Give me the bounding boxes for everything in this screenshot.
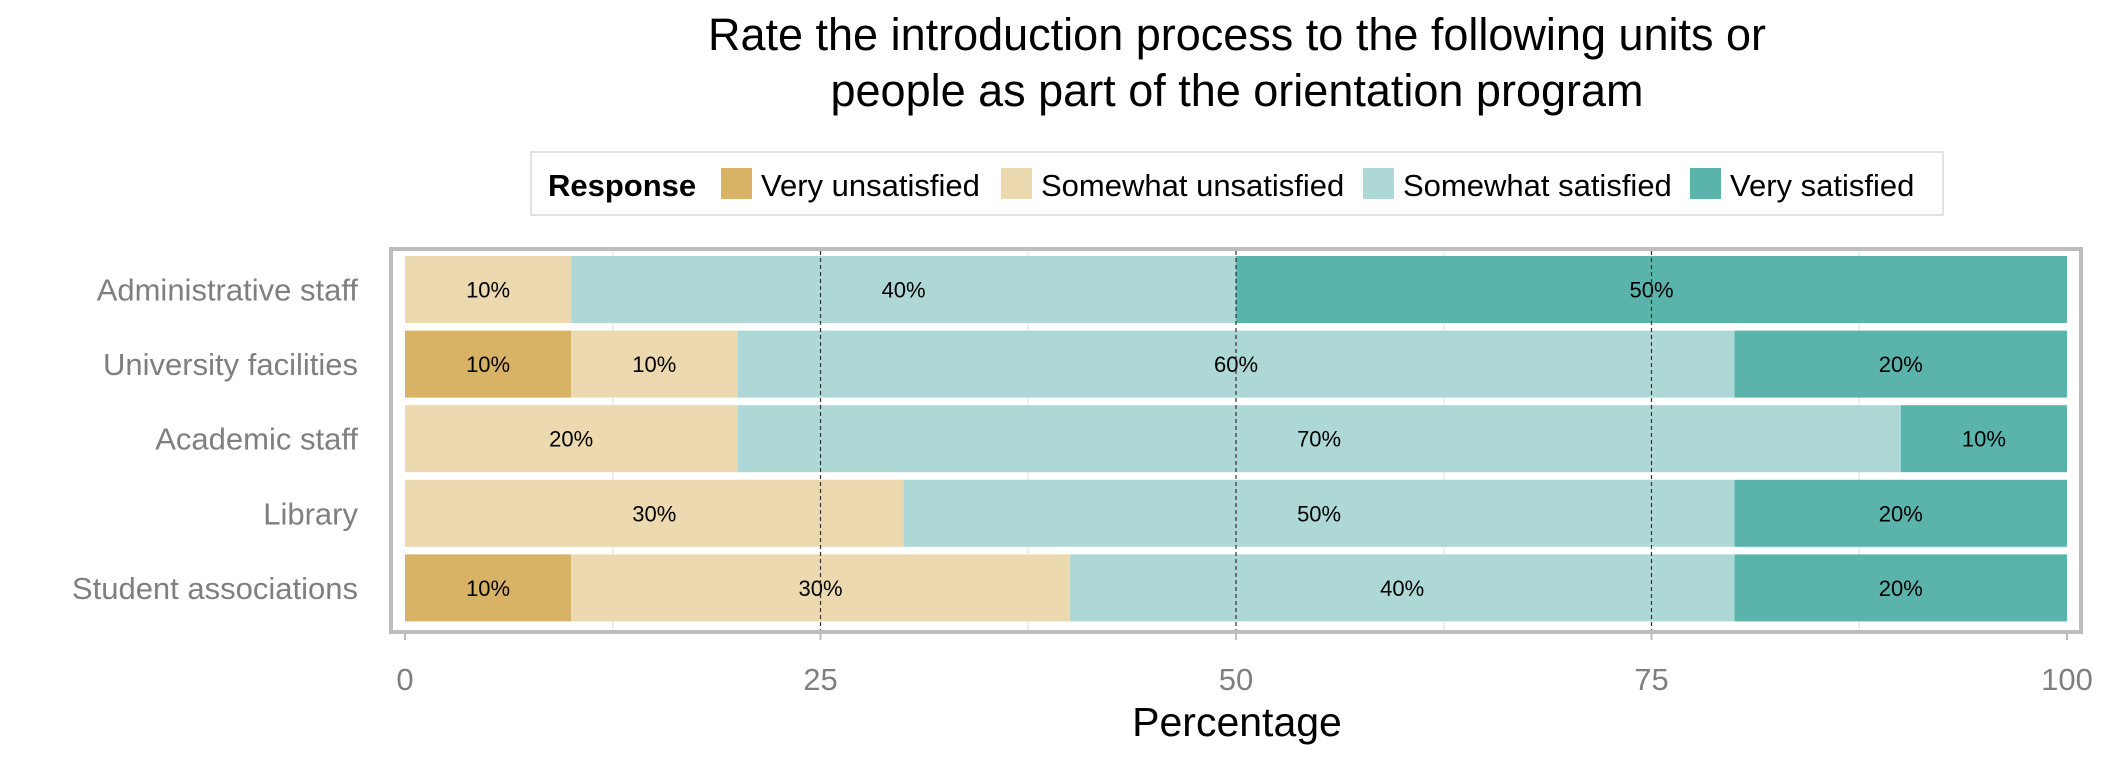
x-tick-label: 75 <box>1634 662 1668 697</box>
bar-segment <box>1734 479 2067 547</box>
bar-value-label: 30% <box>632 501 676 526</box>
bar-segment <box>405 405 738 473</box>
bar-value-label: 20% <box>1879 352 1923 377</box>
bar-value-label: 70% <box>1297 427 1341 452</box>
bar-value-label: 50% <box>1297 501 1341 526</box>
bar-value-label: 10% <box>466 576 510 601</box>
legend-swatch <box>1001 168 1032 199</box>
bar-segment <box>1069 554 1735 622</box>
bar-value-label: 10% <box>466 278 510 303</box>
legend-swatch <box>1690 168 1721 199</box>
bar-value-label: 40% <box>1380 576 1424 601</box>
x-tick-label: 50 <box>1219 662 1253 697</box>
legend-title: Response <box>548 168 696 203</box>
legend-swatch <box>721 168 752 199</box>
bar-segment <box>405 554 572 622</box>
legend-label: Very unsatisfied <box>761 168 980 203</box>
data-labels: 10% 40% 50%10% 10% 60% 20%20% 70% 10%30% 50% 20%1… <box>466 278 2006 601</box>
x-tick-label: 100 <box>2041 662 2093 697</box>
bar-value-label: 20% <box>549 427 593 452</box>
bar-segment <box>1734 554 2067 622</box>
bar-segment <box>571 256 1236 323</box>
legend-label: Somewhat satisfied <box>1403 168 1672 203</box>
bar-segment <box>405 330 572 398</box>
x-axis-title: Percentage <box>1132 699 1342 745</box>
bar-value-label: 40% <box>882 278 926 303</box>
legend: Response Very unsatisfied Somewhat unsatis… <box>530 151 1944 216</box>
bar-segment <box>1734 330 2067 398</box>
category-label: University facilities <box>103 347 358 382</box>
bar-value-label: 10% <box>632 352 676 377</box>
bar-value-label: 10% <box>466 352 510 377</box>
chart-title-line-2: people as part of the orientation progra… <box>830 65 1643 116</box>
x-tick-label: 25 <box>803 662 837 697</box>
bar-segment <box>571 330 738 398</box>
bar-value-label: 20% <box>1879 501 1923 526</box>
legend-label: Somewhat unsatisfied <box>1041 168 1344 203</box>
plot-area: 10% 40% 50%10% 10% 60% 20%20% 70% 10%30% 50% 20%1… <box>72 247 2093 697</box>
bar-value-label: 20% <box>1879 576 1923 601</box>
category-label: Library <box>263 496 358 531</box>
bars <box>405 256 2067 622</box>
legend-label: Very satisfied <box>1730 168 1914 203</box>
x-tick-label: 0 <box>396 662 413 697</box>
bar-segment <box>1900 405 2067 473</box>
reference-lines <box>819 251 1653 630</box>
bar-value-label: 10% <box>1962 427 2006 452</box>
category-label: Administrative staff <box>97 273 359 308</box>
chart-title-line-1: Rate the introduction process to the fol… <box>708 9 1766 60</box>
bar-segment <box>903 479 1735 547</box>
legend-swatch <box>1363 168 1394 199</box>
chart-title: Rate the introduction process to the fol… <box>708 9 1766 116</box>
category-label: Academic staff <box>155 422 358 457</box>
x-axis: 0 25 50 75 100 <box>396 632 2093 697</box>
bar-segment <box>737 405 1901 473</box>
category-label: Student associations <box>72 571 358 606</box>
bar-segment <box>405 256 572 323</box>
